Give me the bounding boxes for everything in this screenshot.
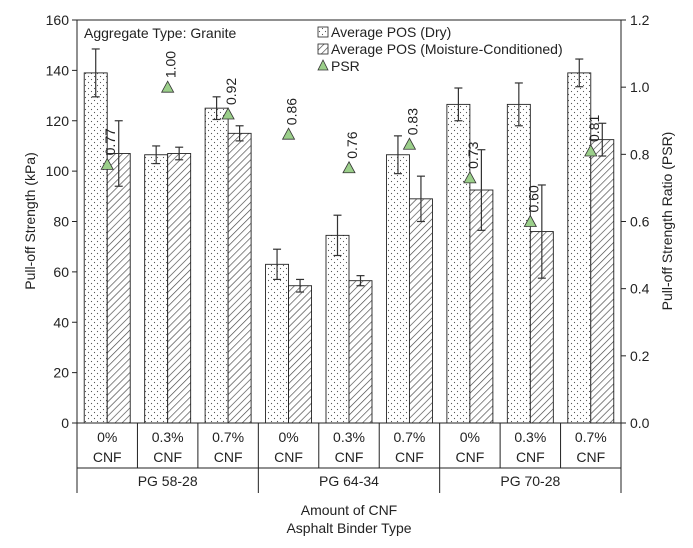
psr-label: 0.73 bbox=[465, 141, 481, 168]
psr-marker bbox=[160, 80, 175, 93]
bar-moisture bbox=[408, 198, 433, 424]
x-axis-title-line2: Asphalt Binder Type bbox=[286, 520, 411, 536]
category-label-cnf: CNF bbox=[214, 449, 243, 465]
psr-label: 0.81 bbox=[586, 115, 602, 142]
y-tick-label: 160 bbox=[46, 12, 70, 28]
legend-marker-dry bbox=[317, 26, 329, 38]
bar-dry bbox=[325, 234, 350, 424]
psr-label: 0.83 bbox=[404, 108, 420, 135]
category-label-amount: 0% bbox=[460, 429, 480, 445]
category-label-amount: 0.3% bbox=[152, 429, 184, 445]
psr-label: 0.77 bbox=[102, 128, 118, 155]
y2-tick-label: 1.0 bbox=[630, 79, 650, 95]
category-label-amount: 0% bbox=[97, 429, 117, 445]
y2-tick-label: 0.2 bbox=[630, 348, 650, 364]
bar-dry bbox=[204, 107, 229, 424]
psr-marker bbox=[221, 107, 235, 120]
category-label-cnf: CNF bbox=[395, 449, 424, 465]
category-label-amount: 0% bbox=[278, 429, 298, 445]
psr-label: 0.60 bbox=[525, 185, 541, 212]
category-label-cnf: CNF bbox=[153, 449, 182, 465]
y2-tick-label: 1.2 bbox=[630, 12, 650, 28]
category-label-amount: 0.3% bbox=[514, 429, 546, 445]
category-label-amount: 0.7% bbox=[575, 429, 607, 445]
y-tick-label: 0 bbox=[61, 415, 69, 431]
category-label-cnf: CNF bbox=[274, 449, 303, 465]
y2-tick-label: 0.8 bbox=[630, 146, 650, 162]
y-tick-label: 40 bbox=[53, 314, 69, 330]
psr-label: 0.92 bbox=[223, 78, 239, 105]
psr-marker bbox=[281, 127, 296, 140]
bar-dry bbox=[265, 263, 290, 424]
psr-marker bbox=[100, 157, 114, 170]
y-tick-label: 140 bbox=[46, 62, 70, 78]
category-label-amount: 0.7% bbox=[212, 429, 244, 445]
category-label-cnf: CNF bbox=[576, 449, 605, 465]
legend: Average POS (Dry) Average POS (Moisture-… bbox=[317, 24, 563, 74]
bar-moisture bbox=[590, 139, 615, 424]
psr-label: 0.76 bbox=[344, 131, 360, 158]
psr-marker bbox=[463, 171, 477, 184]
legend-label-moisture: Average POS (Moisture-Conditioned) bbox=[331, 41, 563, 57]
legend-label-dry: Average POS (Dry) bbox=[331, 24, 451, 40]
category-label-amount: 0.7% bbox=[393, 429, 425, 445]
y2-tick-label: 0.4 bbox=[630, 281, 650, 297]
x-axis-title-line1: Amount of CNF bbox=[301, 502, 397, 518]
y-tick-label: 80 bbox=[53, 214, 69, 230]
legend-label-psr: PSR bbox=[331, 58, 360, 74]
psr-label: 0.86 bbox=[284, 98, 300, 125]
group-label: PG 58-28 bbox=[138, 473, 198, 489]
bar-moisture bbox=[227, 132, 252, 424]
category-label-cnf: CNF bbox=[335, 449, 364, 465]
bar-dry bbox=[506, 103, 531, 424]
bar-moisture bbox=[348, 280, 373, 424]
y2-tick-label: 0.0 bbox=[630, 415, 650, 431]
legend-marker-moisture bbox=[317, 43, 329, 55]
y2-tick-label: 0.6 bbox=[630, 214, 650, 230]
y-tick-label: 20 bbox=[53, 365, 69, 381]
annotation-aggregate-type: Aggregate Type: Granite bbox=[84, 25, 236, 41]
psr-marker bbox=[584, 144, 598, 157]
category-label-cnf: CNF bbox=[516, 449, 545, 465]
bar-dry bbox=[144, 154, 169, 424]
bar-dry bbox=[83, 72, 108, 424]
bar-moisture bbox=[106, 153, 131, 424]
psr-marker bbox=[342, 160, 356, 174]
y-axis-title: Pull-off Strength (kPa) bbox=[22, 152, 38, 289]
category-label-cnf: CNF bbox=[93, 449, 122, 465]
psr-marker bbox=[523, 214, 538, 227]
psr-marker bbox=[402, 137, 417, 150]
category-label-cnf: CNF bbox=[455, 449, 484, 465]
legend-marker-psr bbox=[317, 59, 329, 71]
bar-moisture bbox=[167, 153, 192, 424]
y-tick-label: 100 bbox=[46, 163, 70, 179]
bar-moisture bbox=[288, 285, 313, 424]
category-label-amount: 0.3% bbox=[333, 429, 365, 445]
y-tick-label: 60 bbox=[53, 264, 69, 280]
bar-dry bbox=[385, 154, 410, 424]
y2-axis-title: Pull-off Strength Ratio (PSR) bbox=[659, 132, 675, 311]
psr-label: 1.00 bbox=[163, 51, 179, 78]
group-label: PG 70-28 bbox=[500, 473, 560, 489]
group-label: PG 64-34 bbox=[319, 473, 379, 489]
y-tick-label: 120 bbox=[46, 113, 70, 129]
